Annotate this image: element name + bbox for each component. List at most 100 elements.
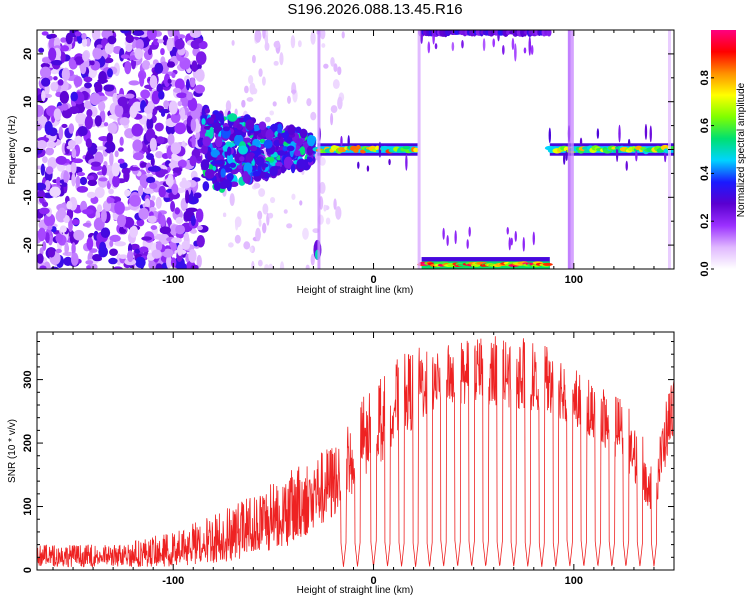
noise-blob (37, 253, 44, 264)
noise-blob (155, 263, 163, 269)
noise-blob (112, 92, 118, 104)
faint-noise-blob (305, 264, 310, 269)
noise-blob (79, 62, 87, 75)
noise-blob (39, 66, 52, 79)
carrier-band-b-spike (579, 137, 583, 146)
aliased-band-low-spike (510, 237, 513, 246)
noise-blob (42, 156, 48, 164)
aliased-band-high-spike (528, 36, 532, 56)
signal-blob (306, 134, 316, 147)
faint-noise-blob (258, 68, 263, 77)
noise-blob (109, 234, 121, 243)
noise-blob (46, 34, 53, 40)
snr-series (37, 336, 674, 568)
faint-noise-blob (264, 42, 270, 51)
faint-noise-blob (341, 31, 345, 39)
faint-noise-blob (302, 227, 309, 240)
noise-blob (112, 175, 120, 188)
aliased-band-low-spike (454, 230, 457, 245)
noise-blob (146, 153, 155, 161)
noise-blob (120, 30, 130, 34)
faint-noise-blob (297, 40, 302, 48)
signal-blob (222, 126, 230, 132)
snr-x-tick-label: 100 (565, 575, 583, 587)
signal-blob (307, 157, 313, 163)
snr-x-label: Height of straight line (km) (297, 585, 414, 596)
noise-blob (81, 32, 87, 40)
noise-blob (174, 122, 187, 135)
noise-blob (61, 123, 68, 128)
noise-blob (98, 70, 107, 85)
snr-x-tick-label: -100 (162, 575, 184, 587)
noise-blob (160, 47, 165, 56)
noise-blob (138, 207, 150, 220)
faint-noise-blob (279, 52, 284, 66)
faint-noise-blob (321, 43, 326, 48)
faint-noise-blob (273, 40, 281, 49)
noise-blob (70, 91, 79, 102)
signal-blob (287, 124, 296, 136)
noise-blob (86, 237, 94, 251)
noise-blob (103, 84, 115, 92)
noise-blob (139, 72, 145, 87)
noise-blob (191, 134, 196, 149)
signal-blob (261, 163, 269, 168)
noise-blob (147, 48, 153, 56)
snr-y-tick-label: 0 (22, 567, 34, 573)
colorbar-gradient (711, 30, 736, 269)
noise-blob (61, 67, 71, 81)
noise-blob (109, 248, 118, 257)
snr-line (37, 336, 674, 568)
noise-blob (137, 185, 144, 197)
signal-blob (252, 138, 261, 148)
vertical-streak (570, 30, 574, 269)
spectrogram-x-tick-label: -100 (162, 274, 184, 286)
noise-blob (41, 57, 52, 64)
noise-blob (198, 40, 208, 50)
noise-blob (123, 168, 130, 183)
aliased-band-low-spike (442, 227, 445, 240)
noise-blob (66, 145, 74, 150)
signal-blob (299, 128, 308, 139)
noise-blob (190, 118, 197, 132)
faint-noise-blob (262, 203, 269, 215)
faint-noise-blob (246, 97, 254, 102)
noise-blob (119, 117, 130, 126)
colorbar-ticks: 0.0 0.2 0.4 0.6 0.8 (699, 70, 714, 277)
signal-blob (245, 119, 255, 131)
noise-blob (45, 147, 54, 156)
noise-blob (180, 107, 186, 121)
noise-blob (86, 175, 95, 181)
noise-blob (74, 135, 83, 145)
signal-blob (229, 162, 237, 168)
colorbar-label: Normalized spectral amplitude (736, 82, 747, 217)
noise-blob (86, 191, 96, 199)
faint-noise-blob (291, 89, 297, 94)
noise-blob (191, 60, 198, 73)
noise-blob (73, 76, 83, 87)
signal-blob (249, 145, 258, 152)
snr-y-label: SNR (10 * v/v) (7, 419, 18, 483)
noise-blob (155, 196, 162, 209)
snr-x-tick-label: 0 (370, 575, 376, 587)
noise-blob (82, 209, 94, 215)
aliased-band-low-spike (506, 226, 509, 235)
noise-blob (75, 112, 87, 125)
noise-blob (76, 171, 86, 177)
noise-blob (96, 146, 107, 151)
faint-noise-blob (287, 95, 291, 104)
colorbar: 0.0 0.2 0.4 0.6 0.8 Normalized spectral ampl… (699, 30, 747, 277)
noise-blob (187, 97, 198, 112)
noise-blob (167, 30, 174, 38)
noise-blob (128, 80, 140, 86)
signal-blob (283, 156, 293, 169)
faint-noise-blob (264, 116, 271, 123)
noise-blob (146, 117, 154, 131)
spectrogram-y-tick-label: 0 (22, 146, 34, 152)
carrier-band-a-spike (357, 161, 360, 169)
noise-blob (149, 207, 157, 212)
signal-blob (275, 161, 283, 167)
